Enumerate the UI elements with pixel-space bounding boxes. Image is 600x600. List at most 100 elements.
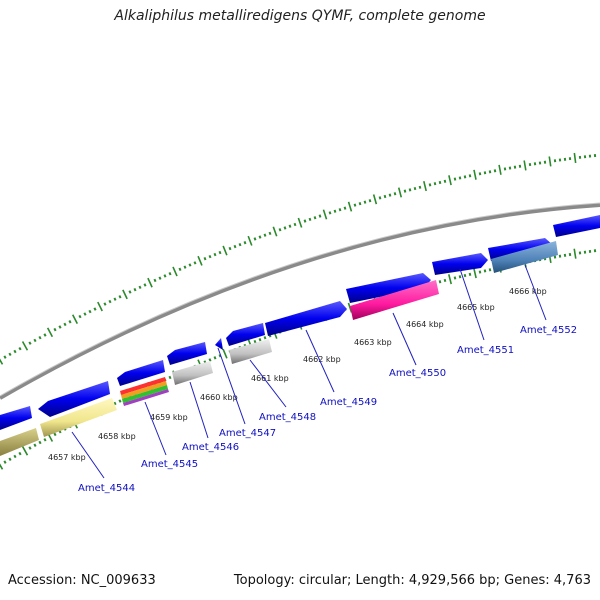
- minor-tick: [378, 196, 382, 200]
- gene-amet-4544[interactable]: [40, 398, 117, 437]
- gene-olive[interactable]: [0, 428, 39, 456]
- major-tick: [322, 209, 328, 220]
- minor-tick: [343, 206, 347, 210]
- major-tick: [71, 314, 79, 324]
- major-tick: [347, 201, 353, 212]
- kbp-markers: 4657 kbp 4658 kbp 4659 kbp 4660 kbp 4661…: [48, 287, 547, 462]
- minor-tick: [13, 454, 17, 459]
- gene-arrow[interactable]: [117, 360, 165, 386]
- minor-tick: [28, 446, 32, 450]
- leader-line: [249, 359, 287, 408]
- gene-label-amet-4544[interactable]: Amet_4544: [78, 483, 135, 494]
- minor-tick: [333, 209, 337, 213]
- gene-labels: Amet_4544 Amet_4545 Amet_4546 Amet_4547 …: [78, 325, 577, 494]
- minor-tick: [313, 216, 317, 220]
- gene-label-amet-4546[interactable]: Amet_4546: [182, 442, 239, 453]
- major-tick: [97, 301, 103, 312]
- minor-tick: [393, 192, 397, 196]
- minor-tick: [58, 325, 62, 329]
- minor-tick: [478, 172, 482, 176]
- major-tick: [498, 164, 502, 175]
- minor-tick: [253, 237, 257, 241]
- minor-tick: [468, 174, 472, 178]
- gene-arrow[interactable]: [38, 381, 110, 417]
- gene-arrow[interactable]: [0, 406, 32, 430]
- gene-arrow[interactable]: [265, 301, 347, 336]
- minor-tick: [433, 182, 437, 186]
- major-tick: [473, 268, 477, 279]
- leader-line: [524, 264, 547, 321]
- minor-tick: [403, 189, 407, 193]
- minor-tick: [268, 231, 272, 236]
- minor-tick: [443, 278, 447, 283]
- minor-tick: [288, 224, 292, 228]
- minor-tick: [353, 203, 357, 207]
- minor-tick: [388, 193, 392, 197]
- minor-tick: [293, 222, 297, 227]
- minor-tick: [208, 358, 212, 362]
- gene-amet-4552[interactable]: [491, 241, 558, 273]
- minor-tick: [33, 338, 37, 343]
- minor-tick: [133, 287, 137, 292]
- major-tick: [372, 194, 378, 205]
- major-tick: [247, 235, 253, 246]
- major-tick: [222, 348, 228, 359]
- gene-arrow[interactable]: [488, 238, 553, 261]
- minor-tick: [203, 257, 207, 261]
- gene-arrow[interactable]: [346, 273, 431, 303]
- minor-tick: [243, 241, 247, 245]
- major-tick: [548, 156, 552, 167]
- minor-tick: [413, 186, 417, 191]
- gene-amet-4548[interactable]: [229, 339, 272, 364]
- gene-label-amet-4550[interactable]: Amet_4550: [389, 368, 446, 379]
- minor-tick: [208, 254, 212, 259]
- outer-tick-row: [0, 152, 597, 365]
- major-tick: [172, 266, 178, 277]
- gene-label-amet-4547[interactable]: Amet_4547: [219, 428, 276, 439]
- minor-tick: [438, 280, 442, 284]
- major-tick: [46, 327, 54, 338]
- kbp-label: 4659 kbp: [150, 413, 188, 422]
- minor-tick: [318, 214, 322, 218]
- minor-tick: [368, 199, 372, 203]
- leader-line: [217, 347, 246, 425]
- gene-amet-4545[interactable]: [120, 377, 169, 406]
- minor-tick: [33, 443, 37, 447]
- minor-tick: [488, 268, 492, 272]
- kbp-label: 4657 kbp: [48, 453, 86, 462]
- gene-label-amet-4545[interactable]: Amet_4545: [141, 459, 198, 470]
- major-tick: [448, 175, 452, 186]
- gene-amet-4546[interactable]: [172, 361, 213, 385]
- minor-tick: [158, 276, 162, 280]
- gene-label-amet-4551[interactable]: Amet_4551: [457, 345, 514, 356]
- minor-tick: [93, 307, 97, 311]
- gene-arrow[interactable]: [226, 323, 265, 346]
- minor-tick: [463, 273, 467, 278]
- minor-tick: [63, 322, 67, 327]
- gene-arrow[interactable]: [167, 342, 207, 365]
- minor-tick: [8, 457, 12, 461]
- major-tick: [147, 277, 153, 288]
- major-tick: [473, 169, 477, 180]
- minor-tick: [103, 302, 107, 306]
- kbp-label: 4664 kbp: [406, 320, 444, 329]
- minor-tick: [453, 276, 457, 280]
- gene-amet-4550[interactable]: [350, 280, 439, 320]
- minor-tick: [153, 278, 157, 283]
- kbp-label: 4666 kbp: [509, 287, 547, 296]
- minor-tick: [108, 299, 112, 304]
- minor-tick: [53, 432, 57, 437]
- leader-line: [459, 268, 485, 341]
- major-tick: [222, 245, 228, 256]
- gene-arrow[interactable]: [553, 215, 600, 237]
- gene-label-amet-4549[interactable]: Amet_4549: [320, 397, 377, 408]
- minor-tick: [43, 438, 47, 442]
- minor-tick: [88, 309, 92, 314]
- minor-tick: [258, 235, 262, 239]
- gene-label-amet-4548[interactable]: Amet_4548: [259, 412, 316, 423]
- gene-arrow[interactable]: [215, 338, 223, 350]
- minor-tick: [478, 270, 482, 274]
- gene-label-amet-4552[interactable]: Amet_4552: [520, 325, 577, 336]
- minor-tick: [3, 460, 7, 464]
- gene-arrow[interactable]: [432, 253, 488, 275]
